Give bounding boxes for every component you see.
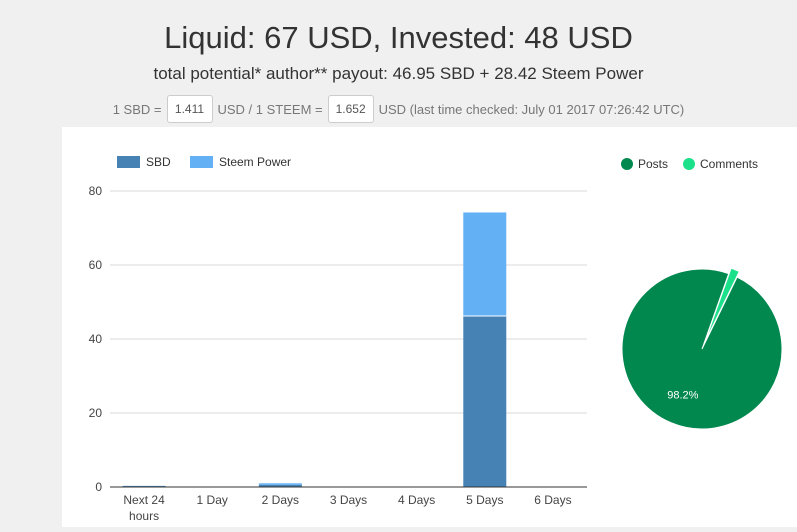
payout-charts: 0 20 40 60 80 Next 24 hours 1 Day 2 Days 3 Days 4 … xyxy=(89,155,783,523)
legend-swatch-steem-power xyxy=(190,156,213,168)
steem-rate-input[interactable] xyxy=(327,95,374,123)
x-tick-label: 6 Days xyxy=(534,493,571,507)
x-tick-label: 5 Days xyxy=(466,493,503,507)
sbd-rate-input[interactable] xyxy=(166,95,213,123)
legend-label: SBD xyxy=(146,155,171,169)
legend-dot-comments xyxy=(683,158,695,170)
pie-slice-comments xyxy=(704,267,740,342)
sbd-rate-label: 1 SBD = xyxy=(112,101,162,117)
legend-label: Comments xyxy=(700,157,758,171)
legend-label: Posts xyxy=(638,157,668,171)
y-tick-label: 80 xyxy=(89,184,103,198)
pie-slice-posts xyxy=(621,268,783,430)
charts-panel: 0 20 40 60 80 Next 24 hours 1 Day 2 Days 3 Days 4 … xyxy=(62,127,797,527)
x-tick-label: 3 Days xyxy=(330,493,367,507)
payout-headline: Liquid: 67 USD, Invested: 48 USD xyxy=(164,20,633,55)
x-tick-label: 1 Day xyxy=(197,493,228,507)
x-tick-label: 4 Days xyxy=(398,493,435,507)
bar-steem-power xyxy=(463,212,507,317)
legend-dot-posts xyxy=(621,158,633,170)
bar-sbd xyxy=(258,484,302,487)
x-tick-label: 2 Days xyxy=(262,493,299,507)
x-tick-label: Next 24 hours xyxy=(123,493,165,523)
y-tick-label: 20 xyxy=(89,406,103,420)
potential-payout-summary: total potential* author** payout: 46.95 … xyxy=(153,64,644,83)
y-tick-label: 40 xyxy=(89,332,103,346)
last-checked-label: USD (last time checked: July 01 2017 07:… xyxy=(378,101,685,117)
legend-swatch-sbd xyxy=(117,156,140,168)
legend-label: Steem Power xyxy=(219,155,291,169)
steem-rate-label: USD / 1 STEEM = xyxy=(217,101,323,117)
bar-steem-power xyxy=(258,483,302,485)
bar-sbd xyxy=(122,485,166,487)
bar-sbd xyxy=(463,316,507,487)
y-tick-label: 0 xyxy=(95,480,102,494)
pie-slice-label: 98.2% xyxy=(667,390,698,402)
y-tick-label: 60 xyxy=(89,258,103,272)
exchange-rates-bar: 1 SBD = USD / 1 STEEM = USD (last time c… xyxy=(0,95,797,123)
